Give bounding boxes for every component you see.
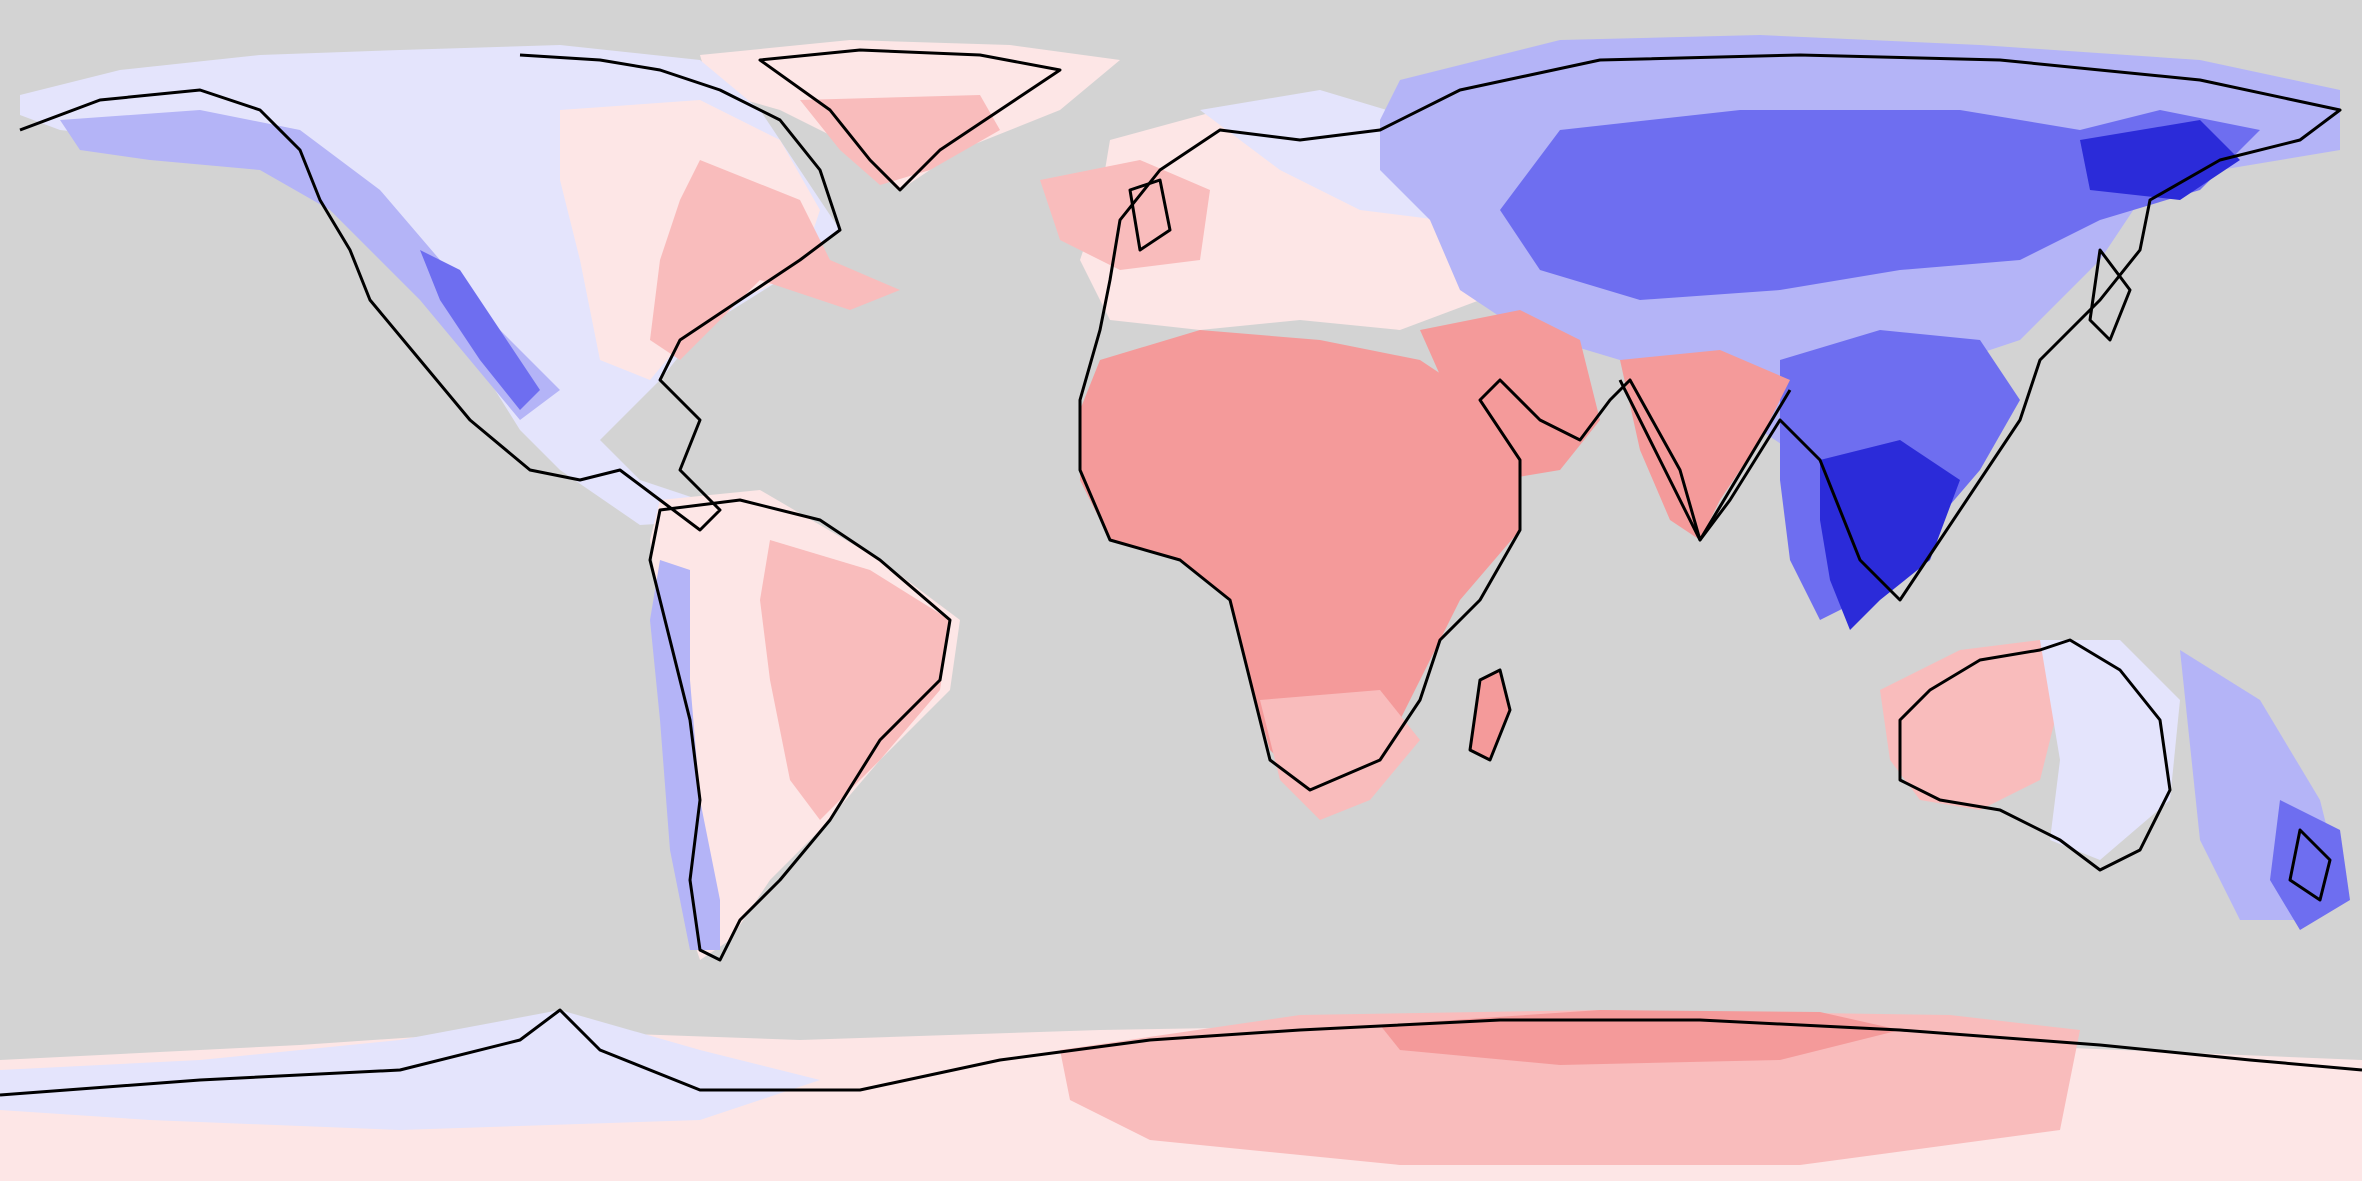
andes-blue <box>650 560 720 950</box>
southeast-asia-core <box>1820 440 1960 630</box>
eurasia-africa-coastline <box>1078 53 2342 792</box>
british-isles-coastline <box>1128 178 1172 252</box>
coastlines <box>0 48 2362 1097</box>
antarctica-coastline <box>0 1008 2362 1097</box>
south-america-coastline <box>648 498 952 962</box>
india-coastline <box>1618 379 1792 542</box>
arabia-red <box>1420 310 1600 480</box>
australia-coastline <box>1898 638 2172 872</box>
eastern-seaboard-red <box>650 160 900 360</box>
new-zealand-coastline <box>2288 828 2332 902</box>
siberia-blue <box>1500 110 2260 300</box>
japan-coastline <box>2088 248 2132 342</box>
eastern-australia-blue <box>2040 640 2180 860</box>
eastern-south-america-red <box>760 540 950 820</box>
new-zealand-blue <box>2270 800 2350 930</box>
madagascar-red <box>1470 670 1510 760</box>
anomaly-field <box>0 35 2362 1181</box>
west-antarctica-shading <box>0 1010 820 1130</box>
north-america-coastline <box>19 53 842 532</box>
africa-red <box>1080 330 1520 780</box>
india-red <box>1620 350 1790 540</box>
greenland-core <box>800 95 1000 185</box>
madagascar-coastline <box>1468 668 1512 762</box>
rockies-blue <box>420 250 540 410</box>
europe-shading <box>1080 110 1480 330</box>
southern-africa-red <box>1260 690 1420 820</box>
east-asia-core <box>2080 120 2240 200</box>
australia-red <box>1880 640 2060 810</box>
greenland-coastline <box>758 48 1062 192</box>
